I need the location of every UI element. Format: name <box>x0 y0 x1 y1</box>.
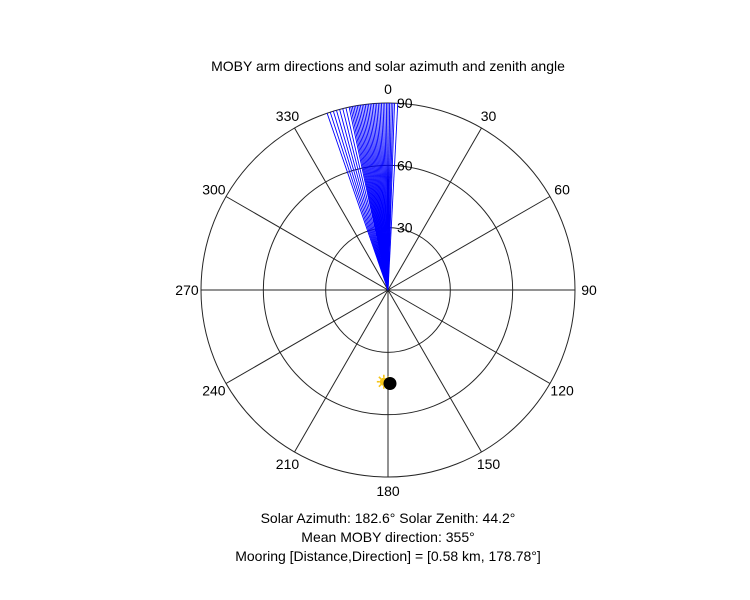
moby-arm-line-4 <box>339 109 389 291</box>
spoke-300 <box>225 196 389 291</box>
moby-arm-line-2 <box>332 111 389 291</box>
mean-moby-direction-text: Mean MOBY direction: 355° <box>301 529 474 545</box>
theta-tick-label-330: 330 <box>276 108 300 124</box>
spoke-30 <box>387 127 482 291</box>
theta-tick-label-210: 210 <box>276 456 300 472</box>
mooring-marker <box>383 376 397 390</box>
polar-series <box>326 103 399 390</box>
theta-tick-label-240: 240 <box>202 383 226 399</box>
theta-tick-label-150: 150 <box>477 456 501 472</box>
moby-arm-line-0 <box>326 113 389 291</box>
polar-tick-labels: 0 30 60 90 120 150 180 210 240 270 300 330 30 60 90 <box>175 81 597 499</box>
moby-arm-line-35 <box>387 103 395 291</box>
moby-arm-line-1 <box>329 112 389 291</box>
theta-tick-label-180: 180 <box>376 483 400 499</box>
chart-title: MOBY arm directions and solar azimuth an… <box>211 58 565 74</box>
solar-info-text: Solar Azimuth: 182.6° Solar Zenith: 44.2… <box>261 510 516 526</box>
spoke-240 <box>225 289 389 384</box>
sun-ray-5 <box>378 376 382 380</box>
moby-arm-line-5 <box>342 108 389 291</box>
sun-ray-3 <box>378 384 382 388</box>
r-tick-label-60: 60 <box>397 157 413 173</box>
spoke-330 <box>294 127 389 291</box>
moby-arm-line-36 <box>387 103 399 291</box>
moby-arm-line-3 <box>336 110 389 291</box>
theta-tick-label-30: 30 <box>481 108 497 124</box>
theta-tick-label-0: 0 <box>384 81 392 97</box>
theta-tick-label-270: 270 <box>175 282 199 298</box>
theta-tick-label-120: 120 <box>550 383 574 399</box>
spoke-60 <box>387 196 551 291</box>
theta-tick-label-300: 300 <box>202 181 226 197</box>
theta-tick-label-90: 90 <box>581 282 597 298</box>
spoke-150 <box>387 289 482 453</box>
theta-tick-label-60: 60 <box>554 181 570 197</box>
spoke-120 <box>387 289 551 384</box>
mooring-info-text: Mooring [Distance,Direction] = [0.58 km,… <box>235 548 541 564</box>
r-tick-label-90: 90 <box>397 95 413 111</box>
moby-arm-line-6 <box>345 107 389 291</box>
r-tick-label-30: 30 <box>397 220 413 236</box>
spoke-210 <box>294 289 389 453</box>
